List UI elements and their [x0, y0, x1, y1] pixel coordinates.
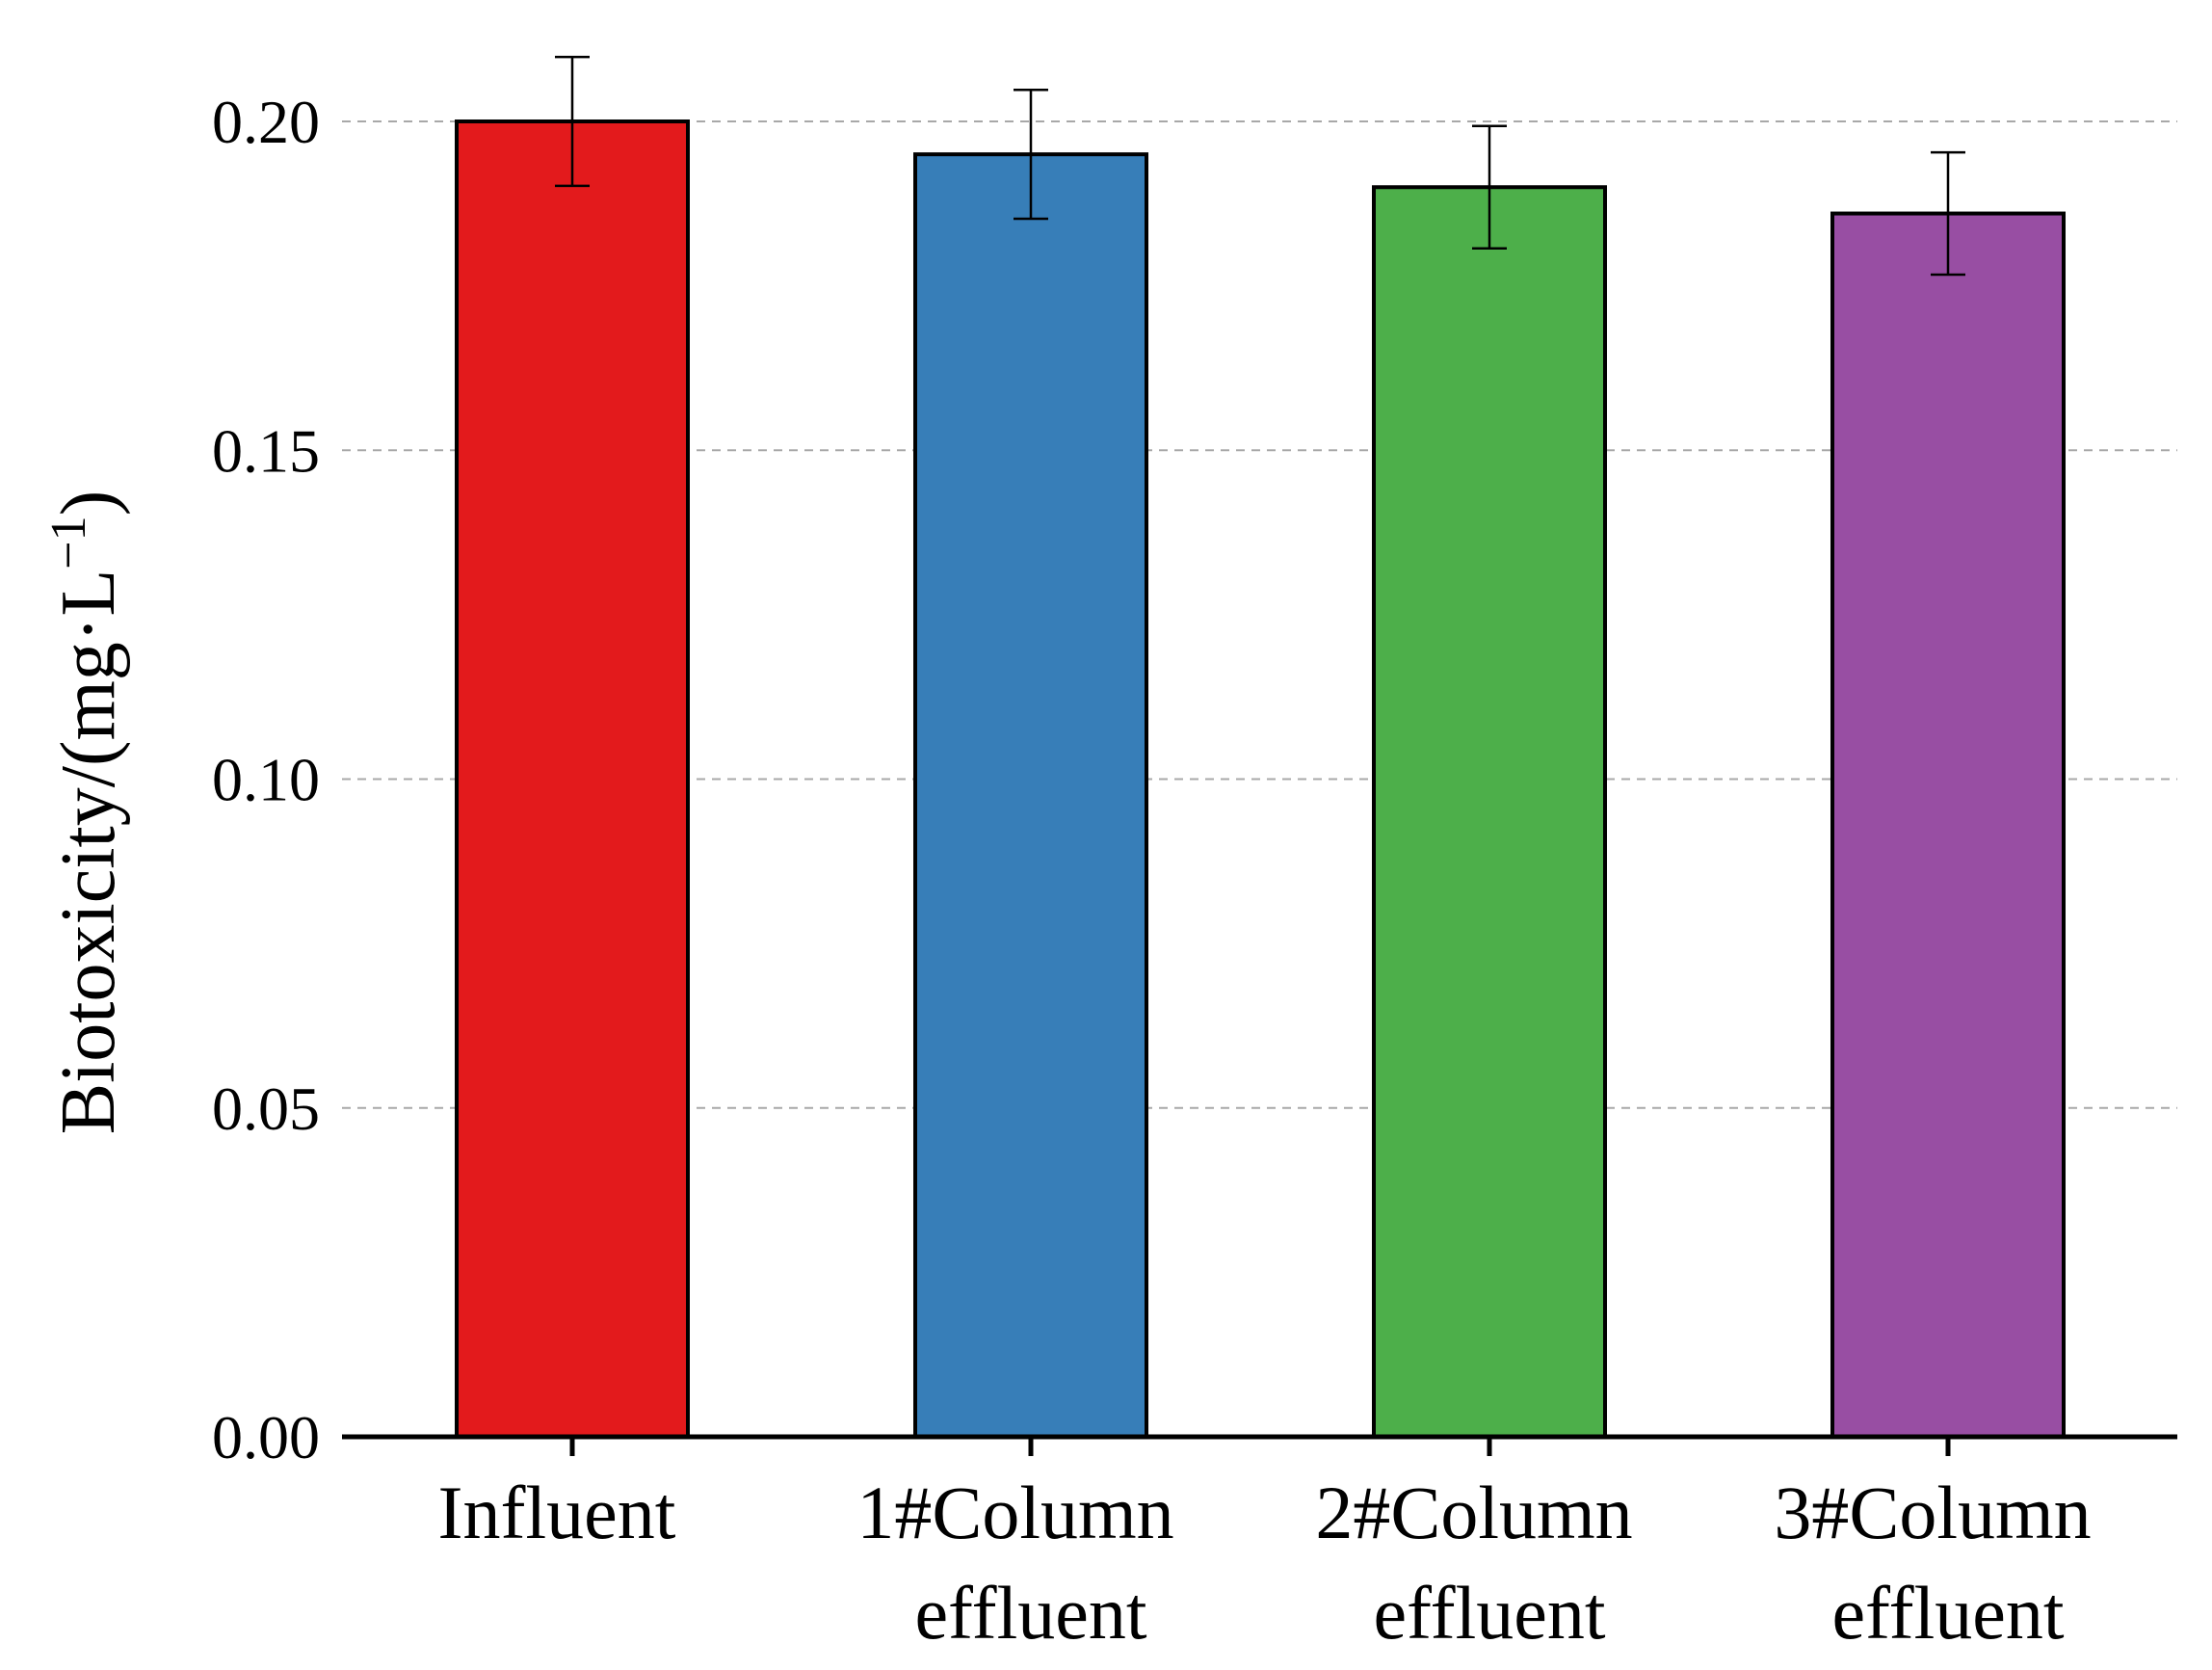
bars: [455, 119, 2066, 1439]
x-tick-label-line: effluent: [1831, 1571, 2064, 1655]
y-tick-labels: 0.00 0.05 0.10 0.15 0.20: [212, 88, 320, 1471]
y-axis-title-close: ): [46, 490, 131, 517]
y-tick-label: 0.15: [212, 416, 320, 485]
x-tick-label-4: 3#Column effluent: [1774, 1471, 2091, 1655]
x-tick-labels: Influent 1#Column effluent 2#Column effluent…: [438, 1471, 2092, 1655]
bar-4: [1830, 211, 2066, 1439]
y-tick-label: 0.20: [212, 88, 320, 156]
y-axis-title-superscript: −1: [41, 516, 96, 569]
x-tick-label-line: Influent: [438, 1471, 676, 1554]
x-tick-label-3: 2#Column effluent: [1315, 1471, 1632, 1655]
y-tick-label: 0.05: [212, 1074, 320, 1143]
bar-3: [1372, 185, 1607, 1439]
y-axis-title-main: Biotoxicity/(mg·L: [46, 570, 131, 1135]
y-tick-label: 0.10: [212, 746, 320, 814]
x-tick-label-line: 1#Column: [856, 1471, 1173, 1554]
x-tick-label-line: effluent: [914, 1571, 1146, 1655]
error-bars: [555, 55, 1965, 277]
x-tick-label-2: 1#Column effluent: [856, 1471, 1173, 1655]
axes: [342, 1434, 2177, 1456]
y-tick-label: 0.00: [212, 1403, 320, 1471]
bar-1: [455, 119, 690, 1439]
x-tick-label-line: 2#Column: [1315, 1471, 1632, 1554]
bar-2: [913, 152, 1148, 1439]
x-tick-label-line: 3#Column: [1774, 1471, 2091, 1554]
x-tick-label-1: Influent: [438, 1471, 676, 1554]
y-axis-title: Biotoxicity/(mg·L−1): [41, 490, 131, 1135]
x-tick-label-line: effluent: [1373, 1571, 1605, 1655]
